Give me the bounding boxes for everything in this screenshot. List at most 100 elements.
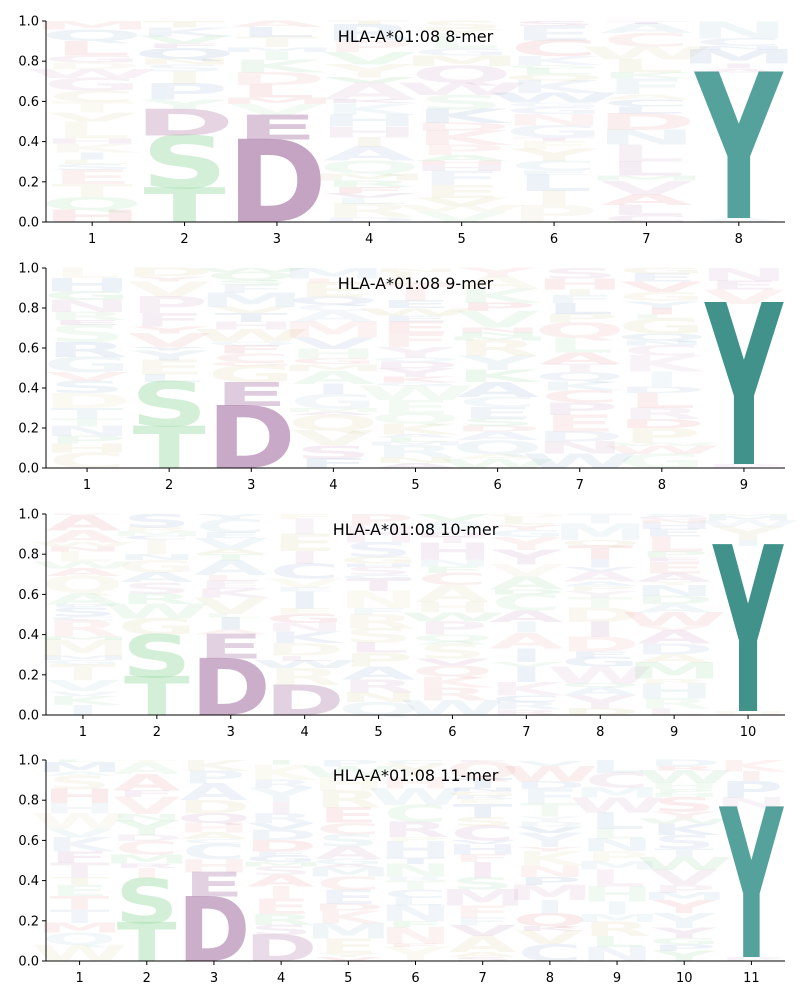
background-letter: F [198, 580, 264, 588]
background-letter: T [654, 846, 714, 860]
background-letter: W [603, 442, 721, 447]
background-letter: D [125, 266, 214, 279]
background-letter: T [605, 20, 687, 24]
background-letter: A [46, 771, 114, 777]
background-letter: E [379, 314, 452, 323]
background-letter: C [451, 822, 515, 846]
background-letter: P [343, 649, 414, 671]
background-letter: G [245, 854, 317, 864]
background-letter: G [618, 450, 706, 472]
background-letter: W [399, 610, 505, 623]
background-letter: N [513, 862, 586, 880]
background-letter: C [48, 88, 136, 106]
background-letter: E [272, 607, 338, 616]
background-letter: C [383, 800, 447, 828]
background-letter: A [563, 580, 638, 587]
background-letter: A [120, 570, 195, 585]
background-letter: Y [375, 366, 455, 380]
background-letter: Q [206, 340, 297, 346]
logo-panel-1: HQTESLIKHLVTCGWDGLQMYPISNQFVKTVMLDKIMTLA… [18, 15, 798, 267]
background-letter: W [300, 763, 397, 780]
background-letter: A [194, 628, 269, 636]
background-letter: S [48, 605, 117, 619]
y-tick-label: 0.4 [18, 382, 39, 397]
background-letter: N [134, 57, 235, 66]
background-letter: Q [411, 62, 513, 89]
x-tick-label: 2 [153, 725, 161, 740]
background-letter: T [520, 799, 580, 821]
background-letter: W [356, 306, 474, 318]
background-letter: P [652, 883, 716, 896]
logo-letter-e-pos-3: E [198, 628, 264, 667]
background-letter: D [486, 588, 566, 596]
background-letter: Y [457, 352, 538, 374]
background-letter: K [415, 127, 513, 150]
background-letter: Y [375, 344, 456, 362]
background-letter: G [43, 659, 122, 666]
y-tick-label: 0.6 [18, 95, 39, 110]
background-letter: F [386, 943, 446, 948]
background-letter: I [532, 187, 577, 210]
y-tick-label: 0.4 [18, 874, 39, 889]
background-letter: P [623, 424, 701, 448]
x-tick-label: 5 [374, 725, 382, 740]
background-letter: G [289, 390, 377, 413]
background-letter: G [312, 857, 384, 866]
background-letter: G [561, 655, 640, 670]
background-letter: Q [288, 411, 379, 436]
background-letter: R [46, 310, 128, 323]
background-letter: T [453, 776, 513, 791]
background-letter: L [54, 37, 131, 60]
background-letter: M [35, 655, 131, 662]
background-letter: Q [177, 810, 251, 826]
background-letter: D [560, 633, 640, 657]
background-letter: S [317, 831, 380, 850]
background-letter: C [383, 759, 447, 765]
background-letter: G [339, 574, 418, 580]
y-tick-label: 0.2 [18, 175, 39, 190]
background-letter: N [580, 943, 653, 966]
background-letter: Y [457, 265, 537, 279]
background-letter: K [456, 285, 542, 308]
background-letter: H [634, 521, 715, 531]
background-letter: K [600, 71, 697, 81]
background-letter: G [505, 105, 604, 116]
background-letter: Y [315, 953, 381, 958]
x-tick-label: 7 [576, 478, 584, 493]
background-letter: P [418, 142, 506, 158]
background-letter: R [382, 818, 449, 842]
background-letter: E [421, 181, 503, 202]
background-letter: Q [133, 45, 235, 63]
background-letter: I [508, 645, 544, 667]
background-letter: A [46, 527, 121, 546]
background-letter: T [117, 759, 177, 763]
background-letter: Q [318, 157, 420, 178]
background-letter: A [374, 434, 457, 439]
background-letter: I [65, 703, 101, 719]
background-letter: P [652, 943, 716, 953]
background-letter: H [412, 539, 493, 565]
background-letter: L [239, 82, 316, 102]
background-letter: V [563, 567, 638, 573]
background-letter: P [540, 311, 618, 325]
background-letter: W [547, 662, 653, 689]
background-letter: P [719, 956, 783, 963]
x-tick-label: 4 [301, 725, 309, 740]
background-letter: I [287, 515, 323, 539]
x-tick-label: 2 [165, 478, 173, 493]
background-letter: W [30, 560, 136, 571]
background-letter: Q [41, 26, 143, 45]
background-letter: T [51, 99, 134, 116]
background-letter: V [456, 307, 539, 333]
background-letter: H [177, 820, 250, 835]
background-letter: C [417, 570, 488, 590]
background-letter: R [637, 696, 711, 712]
background-letter: K [516, 925, 587, 933]
background-letter: E [251, 850, 311, 858]
background-letter: R [323, 20, 416, 45]
background-letter: P [383, 836, 447, 843]
background-letter: A [637, 652, 711, 665]
background-letter: A [449, 951, 517, 959]
background-letter: T [143, 19, 225, 29]
background-letter: T [51, 181, 134, 202]
